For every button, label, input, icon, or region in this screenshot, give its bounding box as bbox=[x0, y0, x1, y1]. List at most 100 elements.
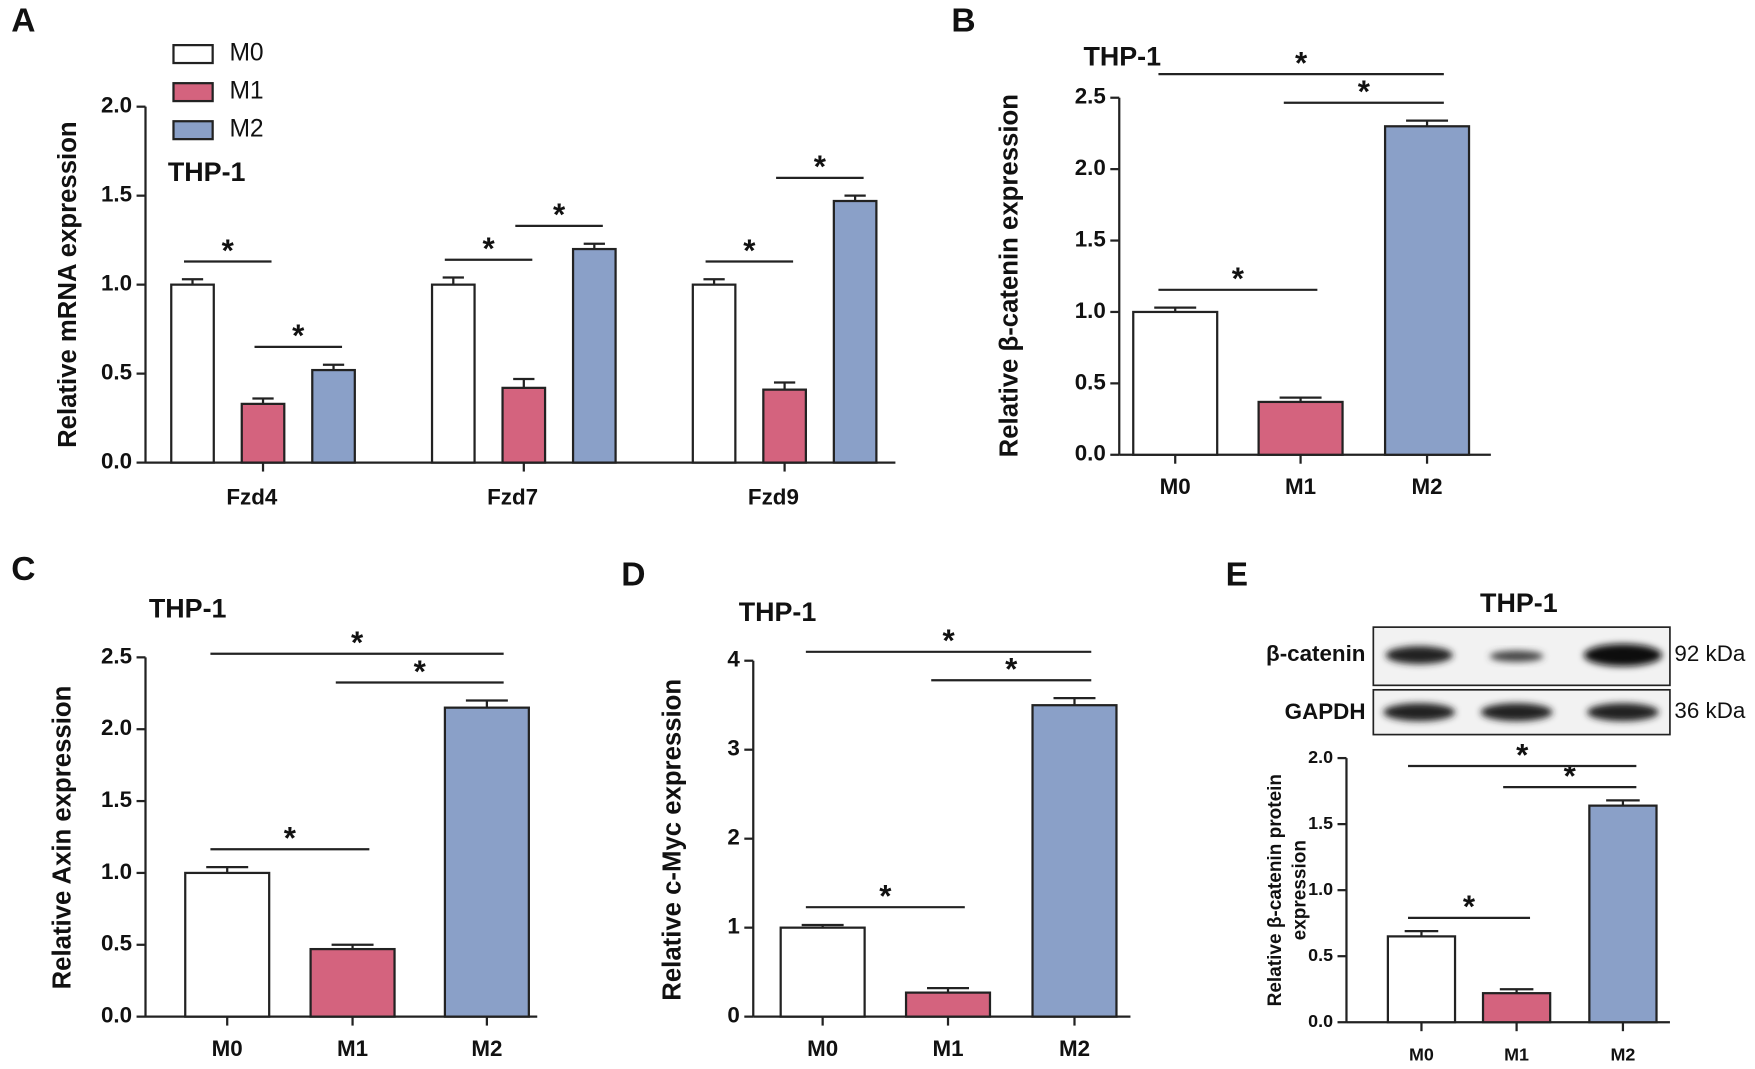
bar bbox=[1386, 935, 1457, 1024]
x-tick-label: M0 bbox=[807, 1036, 838, 1061]
x-tick-label: Fzd9 bbox=[748, 484, 799, 509]
y-tick-label: 2.5 bbox=[1075, 84, 1106, 109]
error-bar bbox=[1499, 988, 1534, 994]
x-tick-label: M0 bbox=[1409, 1045, 1434, 1064]
significance-label: * bbox=[482, 231, 495, 266]
chart-title: THP-1 bbox=[739, 597, 817, 627]
error-bar bbox=[927, 987, 969, 993]
x-tick-label: M1 bbox=[1504, 1045, 1529, 1064]
y-tick-label: 1 bbox=[727, 914, 739, 939]
error-bar bbox=[181, 278, 204, 285]
x-tick-label: M1 bbox=[1285, 474, 1316, 499]
x-tick-label: M2 bbox=[1610, 1045, 1635, 1064]
x-tick-label: M1 bbox=[932, 1036, 963, 1061]
bar bbox=[1031, 704, 1118, 1018]
significance-label: * bbox=[1295, 45, 1308, 80]
x-tick-label: M1 bbox=[337, 1036, 368, 1061]
y-tick-label: 2.0 bbox=[101, 715, 132, 740]
legend-label: M0 bbox=[229, 40, 263, 67]
error-bar bbox=[322, 363, 345, 371]
bar bbox=[430, 283, 476, 464]
bar bbox=[443, 706, 530, 1018]
error-bar bbox=[1606, 799, 1640, 806]
blot-band bbox=[1383, 703, 1456, 722]
significance-label: * bbox=[553, 197, 566, 232]
y-tick-label: 0.0 bbox=[101, 449, 132, 474]
panel-letter: B bbox=[951, 3, 975, 40]
y-tick-label: 4 bbox=[727, 647, 740, 672]
y-axis-label: Relative β-catenin protein bbox=[1265, 774, 1286, 1006]
bar bbox=[240, 402, 286, 464]
bar bbox=[501, 386, 547, 464]
significance-label: * bbox=[222, 233, 235, 268]
bar bbox=[571, 247, 617, 464]
y-tick-label: 0.5 bbox=[101, 931, 132, 956]
significance-label: * bbox=[284, 821, 297, 856]
error-bar bbox=[1154, 306, 1197, 312]
x-tick-label: M2 bbox=[1059, 1036, 1090, 1061]
bar bbox=[1383, 125, 1471, 456]
significance-label: * bbox=[1358, 74, 1371, 109]
bar bbox=[1257, 400, 1344, 456]
y-tick-label: 0 bbox=[727, 1003, 739, 1028]
bar bbox=[311, 368, 356, 464]
blot-label: β-catenin bbox=[1266, 641, 1365, 666]
significance-label: * bbox=[743, 233, 756, 268]
y-tick-label: 1.5 bbox=[101, 182, 132, 207]
x-tick-label: M0 bbox=[212, 1036, 243, 1061]
error-bar bbox=[252, 397, 274, 404]
error-bar bbox=[1053, 696, 1096, 706]
significance-label: * bbox=[1564, 758, 1577, 793]
y-tick-label: 3 bbox=[727, 736, 739, 761]
y-axis-label: Relative c-Myc expression bbox=[659, 679, 687, 1001]
x-tick-label: M0 bbox=[1160, 474, 1191, 499]
bar bbox=[1481, 992, 1552, 1024]
y-tick-label: 1.0 bbox=[1308, 879, 1333, 899]
western-blot: β-catenin GAPDH 92 kDa 36 kDa bbox=[1266, 626, 1746, 736]
y-tick-label: 0.5 bbox=[101, 360, 132, 385]
blot-band bbox=[1385, 646, 1453, 665]
error-bar bbox=[442, 276, 464, 285]
error-bar bbox=[513, 377, 535, 388]
bar bbox=[170, 283, 215, 464]
significance-label: * bbox=[1516, 737, 1529, 772]
y-tick-label: 1.0 bbox=[101, 859, 132, 884]
blot-band bbox=[1489, 650, 1544, 662]
panel-letter: D bbox=[621, 557, 645, 594]
bar bbox=[904, 991, 992, 1018]
significance-label: * bbox=[879, 879, 892, 914]
error-bar bbox=[1404, 929, 1439, 937]
y-axis-label: Relative Axin expression bbox=[49, 686, 77, 990]
x-tick-label: Fzd7 bbox=[487, 484, 538, 509]
blot-size: 92 kDa bbox=[1674, 641, 1745, 666]
bar bbox=[309, 947, 396, 1018]
error-bar bbox=[583, 242, 605, 250]
panel-letter: E bbox=[1226, 557, 1248, 594]
error-bar bbox=[801, 923, 844, 928]
significance-label: * bbox=[814, 149, 827, 184]
x-tick-label: M2 bbox=[471, 1036, 502, 1061]
blot-label: GAPDH bbox=[1285, 699, 1366, 724]
error-bar bbox=[844, 194, 866, 202]
legend-label: M1 bbox=[229, 78, 263, 105]
y-axis-label: Relative β-catenin expression bbox=[995, 94, 1023, 457]
y-tick-label: 0.5 bbox=[1075, 369, 1106, 394]
y-tick-label: 1.0 bbox=[1075, 298, 1106, 323]
error-bar bbox=[206, 866, 249, 873]
y-tick-label: 0.0 bbox=[1308, 1011, 1333, 1031]
chart-title: THP-1 bbox=[1083, 42, 1161, 72]
significance-label: * bbox=[414, 654, 427, 689]
y-tick-label: 2.5 bbox=[101, 643, 132, 668]
y-tick-label: 2.0 bbox=[1075, 155, 1106, 180]
panel-letter: C bbox=[11, 551, 35, 588]
y-tick-label: 0.0 bbox=[1075, 441, 1106, 466]
chart-title: THP-1 bbox=[1480, 588, 1558, 618]
y-axis-label: expression bbox=[1290, 840, 1311, 940]
significance-label: * bbox=[292, 318, 305, 353]
y-tick-label: 1.5 bbox=[1308, 813, 1333, 833]
legend-swatch bbox=[172, 44, 214, 65]
y-tick-label: 2.0 bbox=[1308, 747, 1333, 767]
error-bar bbox=[703, 278, 725, 285]
legend-swatch bbox=[172, 82, 214, 103]
